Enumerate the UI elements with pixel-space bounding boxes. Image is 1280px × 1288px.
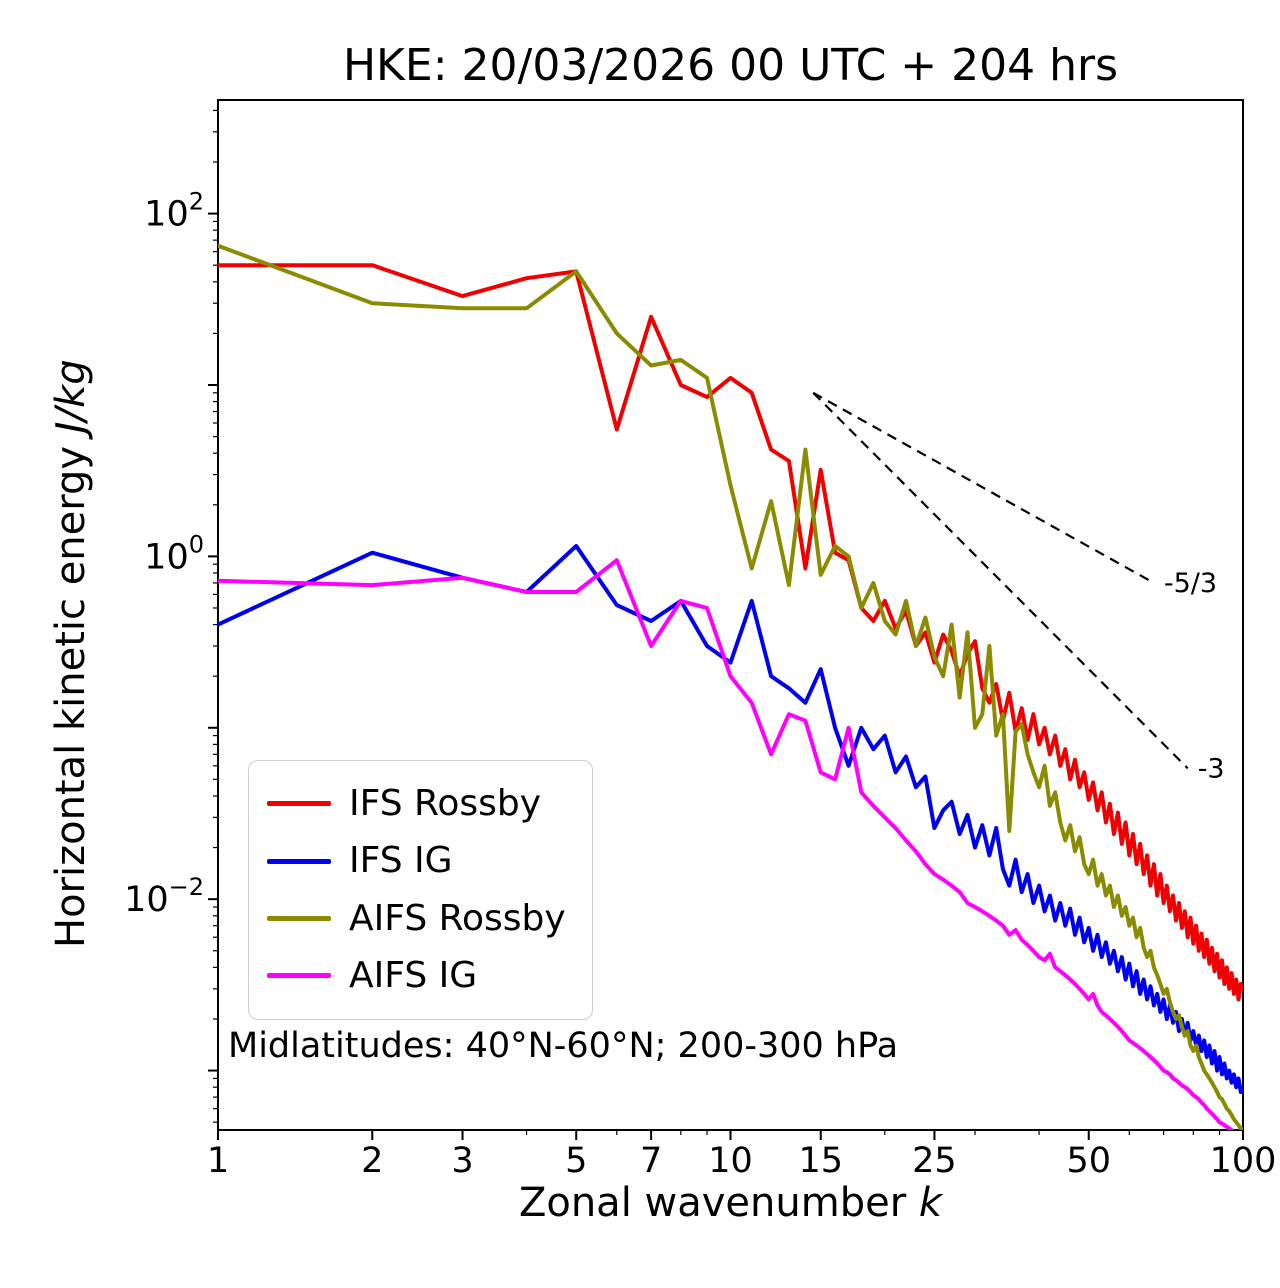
- legend-line-sample: [267, 858, 331, 864]
- legend-label: IFS IG: [349, 840, 453, 882]
- x-tick-label: 1: [207, 1141, 229, 1181]
- slope-label--3: -3: [1198, 753, 1225, 784]
- chart-title: HKE: 20/03/2026 00 UTC + 204 hrs: [342, 40, 1119, 91]
- x-tick-label: 10: [708, 1141, 753, 1181]
- legend-label: IFS Rossby: [349, 783, 542, 824]
- y-axis-minor-ticks: [213, 109, 218, 1123]
- annotation-text: Midlatitudes: 40°N-60°N; 200-300 hPa: [228, 1026, 899, 1066]
- y-tick-label: 100: [144, 530, 204, 577]
- x-tick-label: 50: [1066, 1141, 1111, 1181]
- legend-label: AIFS IG: [349, 955, 478, 997]
- x-axis-label-math: k: [918, 1180, 943, 1226]
- x-tick-label: 7: [640, 1141, 662, 1181]
- x-tick-label: 100: [1210, 1141, 1277, 1181]
- x-tick-label: 2: [361, 1141, 383, 1181]
- x-axis-label: Zonal wavenumber k: [218, 1180, 1243, 1226]
- slope-line--3: [812, 392, 1189, 770]
- y-tick-label: 102: [144, 188, 204, 235]
- y-axis-label-text: Horizontal kinetic energy: [48, 433, 94, 948]
- series-line-ifs-ig: [218, 544, 1243, 1094]
- legend: IFS Rossby IFS IG AIFS Rossby AIFS IG: [248, 760, 593, 1020]
- x-axis: 1 2 3 5 7 10 15 25 50 100: [207, 1130, 1277, 1181]
- series-line-aifs-rossby: [218, 243, 1243, 1130]
- legend-item-ifs-ig: IFS IG: [267, 832, 566, 889]
- x-tick-label: 3: [451, 1141, 473, 1181]
- series-line-aifs-ig: [218, 558, 1235, 1130]
- x-tick-label: 5: [565, 1141, 587, 1181]
- legend-item-aifs-ig: AIFS IG: [267, 947, 566, 1004]
- legend-item-ifs-rossby: IFS Rossby: [267, 775, 566, 832]
- slope-line--5-3: [812, 391, 1155, 584]
- legend-line-sample: [267, 801, 331, 807]
- x-axis-label-text: Zonal wavenumber: [518, 1180, 919, 1226]
- x-tick-label: 15: [798, 1141, 843, 1181]
- y-tick-label: 10−2: [124, 873, 204, 920]
- legend-line-sample: [267, 915, 331, 921]
- legend-label: AIFS Rossby: [349, 897, 566, 939]
- y-axis: 102 100 10−2: [124, 188, 218, 1072]
- x-tick-label: 25: [912, 1141, 957, 1181]
- y-axis-label: Horizontal kinetic energy J/kg: [48, 359, 94, 948]
- legend-line-sample: [267, 973, 331, 979]
- y-axis-label-math: J/kg: [48, 359, 94, 434]
- slope-label--5-3: -5/3: [1164, 568, 1217, 599]
- legend-item-aifs-rossby: AIFS Rossby: [267, 890, 566, 947]
